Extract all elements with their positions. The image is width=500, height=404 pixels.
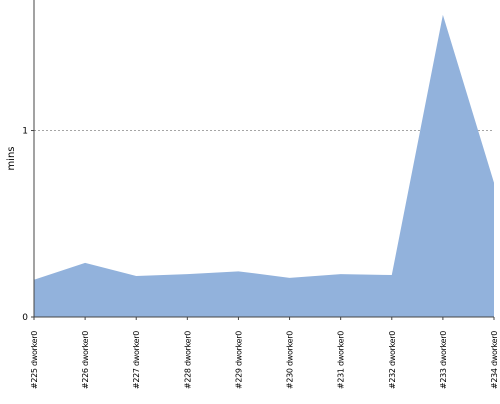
x-tick-label-3: #227 dworker0 (132, 331, 141, 389)
x-tick-label-5: #229 dworker0 (234, 331, 243, 389)
x-tick-label-7: #231 dworker0 (337, 331, 346, 389)
x-tick-label-1: #225 dworker0 (30, 331, 39, 389)
x-tick-label-6: #230 dworker0 (286, 331, 295, 389)
x-tick-labels: #225 dworker0 #226 dworker0 #227 dworker0 #… (30, 317, 499, 389)
area-layer (34, 14, 494, 318)
y-axis-title: mins (6, 146, 17, 170)
y-tick-labels: 01 (22, 127, 34, 323)
y-tick-label-0: 0 (22, 313, 28, 323)
x-tick-label-4: #228 dworker0 (183, 331, 192, 389)
x-tick-label-9: #233 dworker0 (439, 331, 448, 389)
axis-layer (33, 0, 494, 318)
y-tick-label-1: 1 (22, 127, 28, 137)
x-tick-label-2: #226 dworker0 (81, 331, 90, 389)
area-series (34, 14, 494, 318)
x-tick-label-10: #234 dworker0 (490, 331, 499, 389)
x-tick-label-8: #232 dworker0 (388, 331, 397, 389)
